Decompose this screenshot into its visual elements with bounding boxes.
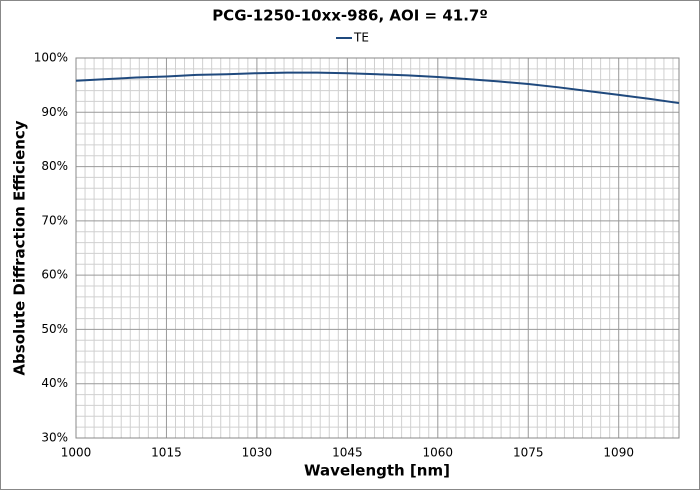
- x-tick-label: 1060: [423, 446, 454, 460]
- series-line: [75, 71, 680, 105]
- y-tick-label: 80%: [41, 159, 68, 173]
- y-tick-label: 90%: [41, 105, 68, 119]
- x-tick-label: 1090: [603, 446, 634, 460]
- y-axis-label: Absolute Diffraction Efficiency: [11, 120, 29, 375]
- y-tick-label: 60%: [41, 268, 68, 282]
- x-tick-label: 1015: [151, 446, 182, 460]
- chart-title: PCG-1250-10xx-986, AOI = 41.7º: [212, 7, 488, 25]
- x-axis-label: Wavelength [nm]: [304, 462, 450, 480]
- y-tick-label: 30%: [41, 431, 68, 445]
- x-tick-label: 1045: [332, 446, 363, 460]
- legend-label: TE: [353, 31, 369, 45]
- x-tick-label: 1000: [61, 446, 92, 460]
- x-tick-label: 1075: [513, 446, 544, 460]
- y-tick-label: 40%: [41, 376, 68, 390]
- y-tick-label: 50%: [41, 322, 68, 336]
- x-tick-label: 1030: [242, 446, 273, 460]
- y-tick-label: 70%: [41, 213, 68, 227]
- y-tick-label: 100%: [34, 51, 68, 65]
- plot-border: [75, 57, 680, 439]
